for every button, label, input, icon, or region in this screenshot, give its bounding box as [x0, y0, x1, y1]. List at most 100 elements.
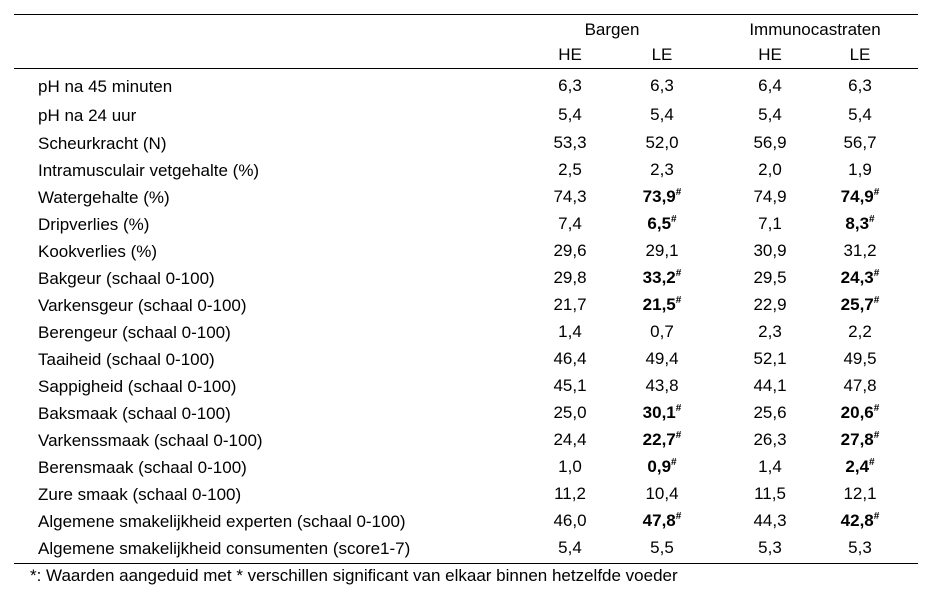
- cell-value: 8,3: [845, 214, 870, 233]
- significance-mark: #: [675, 511, 682, 522]
- table-row: Algemene smakelijkheid experten (schaal …: [0, 508, 933, 535]
- table-cell: 29,1: [617, 241, 707, 261]
- table-cell: 74,3: [525, 187, 615, 207]
- cell-value: 22,7: [642, 430, 676, 449]
- cell-value: 26,3: [753, 430, 787, 449]
- cell-value: 2,4: [845, 457, 870, 476]
- table-cell: 49,4: [617, 349, 707, 369]
- significance-mark: #: [873, 268, 880, 279]
- table-cell: 21,5#: [617, 295, 707, 315]
- table-cell: 46,4: [525, 349, 615, 369]
- row-label: Sappigheid (schaal 0-100): [38, 377, 237, 396]
- table-bottom-rule: [14, 563, 918, 564]
- table-cell: 5,5: [617, 538, 707, 558]
- table-cell: 2,2: [815, 322, 905, 342]
- table-cell: 74,9: [725, 187, 815, 207]
- cell-value: 56,7: [843, 133, 877, 152]
- cell-value: 25,6: [753, 403, 787, 422]
- table-cell: 8,3#: [815, 214, 905, 234]
- table-cell: 26,3: [725, 430, 815, 450]
- table-cell: 56,7: [815, 133, 905, 153]
- significance-mark: #: [675, 268, 682, 279]
- cell-value: 43,8: [645, 376, 679, 395]
- cell-value: 6,5: [647, 214, 672, 233]
- cell-value: 1,4: [558, 322, 582, 341]
- row-label: Algemene smakelijkheid consumenten (scor…: [38, 539, 411, 558]
- cell-value: 5,4: [558, 105, 582, 124]
- cell-value: 46,0: [553, 511, 587, 530]
- table-cell: 24,3#: [815, 268, 905, 288]
- table-cell: 44,3: [725, 511, 815, 531]
- table-cell: 30,9: [725, 241, 815, 261]
- table-cell: 7,4: [525, 214, 615, 234]
- table-cell: 25,6: [725, 403, 815, 423]
- cell-value: 44,3: [753, 511, 787, 530]
- table-row: pH na 24 uur 5,4 5,4 5,4 5,4: [0, 102, 933, 129]
- row-label: Varkensgeur (schaal 0-100): [38, 296, 247, 315]
- cell-value: 29,8: [553, 268, 587, 287]
- row-label: Dripverlies (%): [38, 215, 150, 234]
- table-cell: 0,9#: [617, 457, 707, 477]
- cell-value: 2,2: [848, 322, 872, 341]
- cell-value: 29,1: [645, 241, 679, 260]
- cell-value: 5,5: [650, 538, 674, 557]
- table-cell: 7,1: [725, 214, 815, 234]
- table-row: Scheurkracht (N) 53,3 52,0 56,9 56,7: [0, 130, 933, 157]
- table-cell: 2,5: [525, 160, 615, 180]
- cell-value: 2,3: [650, 160, 674, 179]
- cell-value: 24,3: [840, 268, 874, 287]
- group-header-immunocastraten: Immunocastraten: [749, 20, 881, 39]
- table-cell: 53,3: [525, 133, 615, 153]
- table-cell: 11,2: [525, 484, 615, 504]
- cell-value: 21,7: [553, 295, 587, 314]
- table-cell: 44,1: [725, 376, 815, 396]
- table-cell: 25,0: [525, 403, 615, 423]
- significance-mark: #: [675, 187, 682, 198]
- significance-mark: #: [671, 457, 677, 468]
- cell-value: 45,1: [553, 376, 587, 395]
- row-label: Kookverlies (%): [38, 242, 158, 261]
- table-cell: 46,0: [525, 511, 615, 531]
- table-cell: 49,5: [815, 349, 905, 369]
- row-label: Bakgeur (schaal 0-100): [38, 269, 215, 288]
- table-cell: 5,4: [525, 105, 615, 125]
- significance-mark: #: [873, 187, 880, 198]
- cell-value: 22,9: [753, 295, 787, 314]
- cell-value: 1,0: [558, 457, 582, 476]
- cell-value: 49,4: [645, 349, 679, 368]
- cell-value: 29,6: [553, 241, 587, 260]
- table-cell: 21,7: [525, 295, 615, 315]
- cell-value: 46,4: [553, 349, 587, 368]
- table-cell: 2,0: [725, 160, 815, 180]
- cell-value: 0,7: [650, 322, 674, 341]
- row-label: Berensmaak (schaal 0-100): [38, 458, 247, 477]
- table-cell: 47,8: [815, 376, 905, 396]
- cell-value: 2,5: [558, 160, 582, 179]
- row-label: Watergehalte (%): [38, 188, 170, 207]
- cell-value: 74,9: [753, 187, 787, 206]
- cell-value: 5,4: [558, 538, 582, 557]
- cell-value: 21,5: [642, 295, 676, 314]
- table-cell: 5,3: [725, 538, 815, 558]
- table-cell: 74,9#: [815, 187, 905, 207]
- table-cell: 2,3: [725, 322, 815, 342]
- cell-value: 1,4: [758, 457, 782, 476]
- table-top-rule: [14, 14, 918, 15]
- table-cell: 22,9: [725, 295, 815, 315]
- table-row: Kookverlies (%) 29,6 29,1 30,9 31,2: [0, 238, 933, 265]
- cell-value: 6,4: [758, 76, 782, 95]
- row-label: Berengeur (schaal 0-100): [38, 323, 231, 342]
- table-cell: 43,8: [617, 376, 707, 396]
- table-row: Varkensgeur (schaal 0-100) 21,7 21,5# 22,9 2…: [0, 292, 933, 319]
- row-label: Zure smaak (schaal 0-100): [38, 485, 242, 504]
- cell-value: 5,4: [650, 105, 674, 124]
- cell-value: 47,8: [642, 511, 676, 530]
- table-cell: 1,9: [815, 160, 905, 180]
- cell-value: 74,3: [553, 187, 587, 206]
- table-cell: 33,2#: [617, 268, 707, 288]
- table-row: Dripverlies (%) 7,4 6,5# 7,1 8,3#: [0, 211, 933, 238]
- cell-value: 30,1: [642, 403, 676, 422]
- cell-value: 25,7: [840, 295, 874, 314]
- cell-value: 5,3: [758, 538, 782, 557]
- cell-value: 6,3: [848, 76, 872, 95]
